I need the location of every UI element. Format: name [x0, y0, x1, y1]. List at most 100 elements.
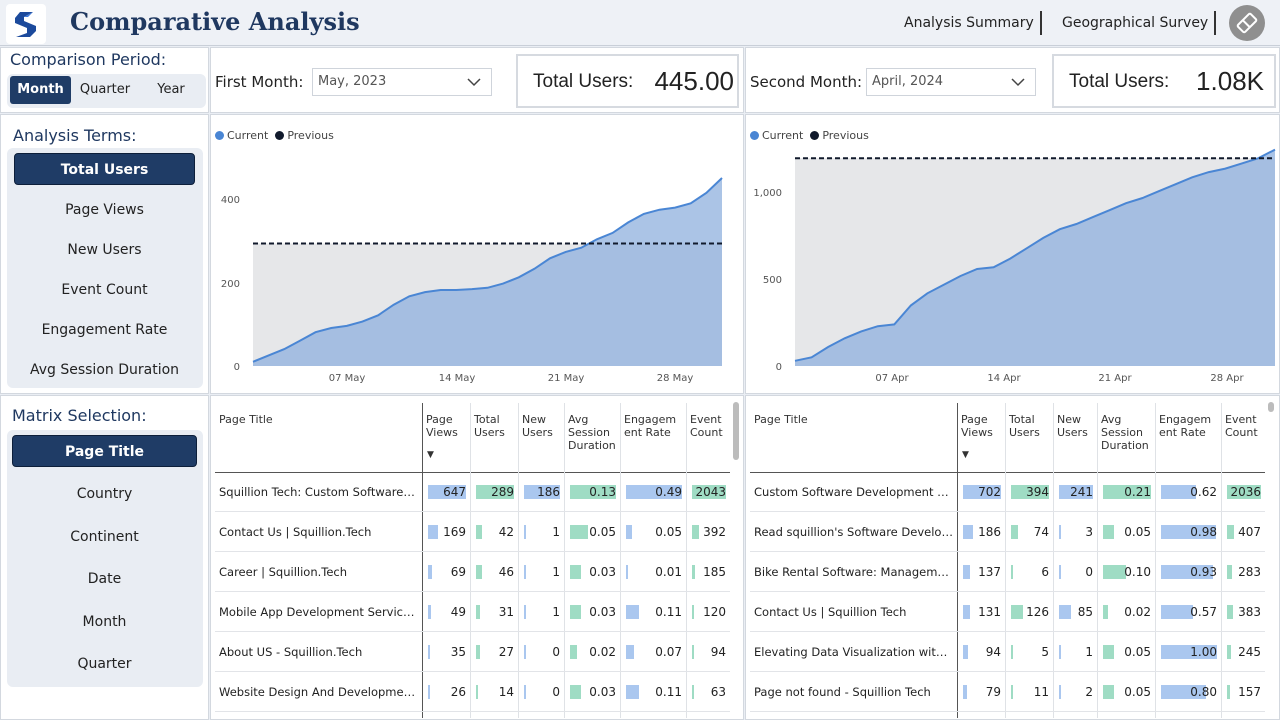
term-total-users[interactable]: Total Users	[14, 153, 195, 185]
column-header[interactable]: Total Users	[474, 413, 505, 439]
matrix-page-title[interactable]: Page Title	[12, 435, 197, 467]
table-row[interactable]: Mobile App Development Services |... 49 31…	[210, 592, 730, 632]
column-header[interactable]: Avg Session Duration	[568, 413, 616, 452]
table-row[interactable]: Page not found - Squillion Tech 79 11 2 0.05…	[745, 672, 1265, 712]
current-point	[1109, 209, 1111, 211]
matrix-country[interactable]: Country	[76, 486, 133, 502]
table-row[interactable]: Bike Rental Software: Management... 137 6 0…	[745, 552, 1265, 592]
table-row[interactable]: Career | Squillion.Tech 69 46 1 0.03 0.01 185	[210, 552, 730, 592]
value-cell: 0.11	[655, 605, 682, 619]
data-bar	[476, 565, 483, 579]
table-row[interactable]: Website Design And Development ... 26 14 0 0…	[210, 672, 730, 712]
row-divider	[215, 631, 730, 632]
column-header[interactable]: Event Count	[690, 413, 723, 439]
value-cell: 0.02	[589, 645, 616, 659]
current-point	[580, 247, 582, 249]
value-cell: 0	[552, 645, 560, 659]
data-bar	[1161, 605, 1193, 619]
term-engagement-rate[interactable]: Engagement Rate	[41, 322, 168, 338]
data-bar	[428, 485, 466, 499]
sort-descending-icon[interactable]: ▼	[427, 450, 434, 460]
value-cell: 94	[710, 645, 726, 659]
current-point	[346, 325, 348, 327]
current-point	[877, 325, 879, 327]
period-month-button[interactable]: Month	[10, 76, 71, 104]
eraser-icon[interactable]	[1229, 5, 1265, 41]
second-month-dropdown[interactable]: April, 2024	[866, 68, 1036, 96]
period-quarter-button[interactable]: Quarter	[79, 82, 131, 97]
matrix-date[interactable]: Date	[87, 571, 122, 587]
value-cell: 0.03	[589, 605, 616, 619]
value-cell: 0.05	[589, 525, 616, 539]
column-header[interactable]: New Users	[522, 413, 553, 439]
data-bar	[1011, 485, 1049, 499]
table-row[interactable]: Contact Us | Squillion.Tech 169 42 1 0.05 0.0…	[210, 512, 730, 552]
row-divider	[750, 551, 1265, 552]
value-cell: 31	[498, 605, 514, 619]
data-bar	[626, 645, 634, 659]
y-tick-label: 1,000	[753, 188, 782, 199]
header-divider	[750, 472, 1265, 473]
column-header[interactable]: Page Title	[754, 413, 808, 426]
value-cell: 0.03	[589, 685, 616, 699]
current-point	[1059, 228, 1061, 230]
table-row[interactable]: Read squillion's Software Develop... 186 7…	[745, 512, 1265, 552]
term-avg-session-duration[interactable]: Avg Session Duration	[29, 362, 180, 378]
column-header[interactable]: Avg Session Duration	[1101, 413, 1149, 452]
matrix-continent[interactable]: Continent	[70, 529, 139, 545]
term-page-views[interactable]: Page Views	[65, 202, 144, 218]
column-header[interactable]: New Users	[1057, 413, 1088, 439]
value-cell: 27	[498, 645, 514, 659]
data-bar	[570, 525, 588, 539]
table-row[interactable]: Contact Us | Squillion Tech 131 126 85 0.02 0…	[745, 592, 1265, 632]
column-header[interactable]: Engagem ent Rate	[1159, 413, 1212, 439]
current-point	[674, 207, 676, 209]
current-point	[627, 221, 629, 223]
current-point	[408, 295, 410, 297]
table-row[interactable]: Elevating Data Visualization with M... 94…	[745, 632, 1265, 672]
table-row[interactable]: About US - Squillion.Tech 35 27 0 0.02 0.07 94	[210, 632, 730, 672]
sort-descending-icon[interactable]: ▼	[962, 450, 969, 460]
term-new-users[interactable]: New Users	[67, 242, 142, 258]
nav-analysis-summary[interactable]: Analysis Summary	[904, 15, 1034, 31]
data-bar	[524, 565, 526, 579]
data-bar	[1103, 525, 1115, 539]
column-header[interactable]: Page Views	[961, 413, 993, 439]
nav-geographical-survey[interactable]: Geographical Survey	[1062, 15, 1209, 31]
legend-current: Current	[227, 129, 269, 142]
column-header[interactable]: Engagem ent Rate	[624, 413, 677, 439]
value-cell: 1.00	[1190, 645, 1217, 659]
matrix-selection-label: Matrix Selection:	[12, 406, 147, 425]
comparison-period-label: Comparison Period:	[10, 50, 167, 69]
page-title-cell: Custom Software Development Co...	[754, 485, 954, 499]
x-tick-label: 07 May	[329, 373, 366, 384]
column-header[interactable]: Total Users	[1009, 413, 1040, 439]
second-table-scrollbar[interactable]	[1268, 402, 1274, 412]
y-tick-label: 400	[221, 195, 240, 206]
value-cell: 0.05	[1124, 685, 1151, 699]
x-tick-label: 21 May	[548, 373, 585, 384]
second-kpi-label: Total Users:	[1069, 71, 1170, 92]
data-bar	[963, 485, 1001, 499]
row-divider	[215, 591, 730, 592]
table-row[interactable]: Custom Software Development Co... 702 394 2…	[745, 472, 1265, 512]
matrix-month[interactable]: Month	[82, 614, 127, 630]
first-kpi-value: 445.00	[654, 66, 734, 96]
column-divider	[957, 403, 958, 718]
data-bar	[626, 565, 628, 579]
term-event-count[interactable]: Event Count	[61, 282, 148, 298]
first-table-scrollbar[interactable]	[733, 402, 739, 460]
column-header[interactable]: Page Title	[219, 413, 273, 426]
nav-separator	[1040, 11, 1042, 35]
value-cell: 407	[1238, 525, 1261, 539]
first-chart-legend: Current Previous	[215, 129, 334, 142]
page-title-cell: Bike Rental Software: Management...	[754, 565, 954, 579]
column-header[interactable]: Event Count	[1225, 413, 1258, 439]
first-month-dropdown[interactable]: May, 2023	[312, 68, 492, 96]
matrix-quarter[interactable]: Quarter	[77, 656, 132, 672]
value-cell: 35	[450, 645, 466, 659]
period-year-button[interactable]: Year	[157, 82, 185, 97]
column-header[interactable]: Page Views	[426, 413, 458, 439]
data-bar	[692, 645, 694, 659]
table-row[interactable]: Squillion Tech: Custom Software An... 647…	[210, 472, 730, 512]
